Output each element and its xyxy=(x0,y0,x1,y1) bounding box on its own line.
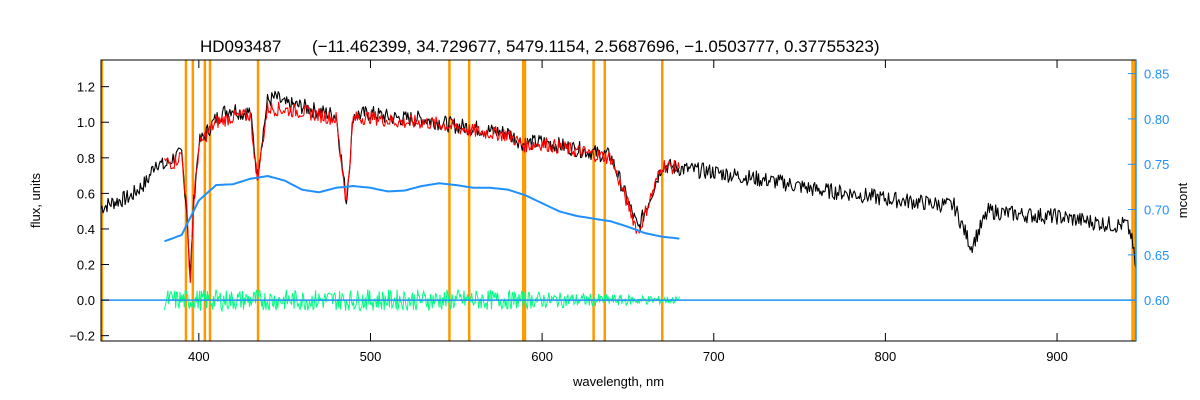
continuum-line xyxy=(164,175,680,243)
x-axis-title: wavelength, nm xyxy=(572,374,664,389)
y-tick-label-0: −0.2 xyxy=(69,329,95,344)
chart-title-params: (−11.462399, 34.729677, 5479.1154, 2.568… xyxy=(312,37,880,56)
y-tick-label-1: 0.0 xyxy=(77,293,95,308)
y-right-tick-label-0: 0.60 xyxy=(1144,293,1169,308)
x-tick-label-5: 900 xyxy=(1046,349,1068,364)
model-spectrum-line xyxy=(164,101,680,284)
x-tick-label-0: 400 xyxy=(188,349,210,364)
y-tick-label-5: 0.8 xyxy=(77,151,95,166)
ticks-group: 400 500 600 700 800 900 −0.2 0.0 0.2 0.4 0.6 0.8 1.0… xyxy=(69,60,1169,364)
y-right-tick-label-1: 0.65 xyxy=(1144,248,1169,263)
y-tick-label-4: 0.6 xyxy=(77,186,95,201)
y-axis-title: flux, units xyxy=(28,173,43,228)
y-right-tick-label-3: 0.75 xyxy=(1144,157,1169,172)
residual-line xyxy=(164,288,680,313)
axes-group xyxy=(100,59,1137,342)
y-axis-right-title: mcont xyxy=(1175,182,1190,218)
y-right-tick-label-4: 0.80 xyxy=(1144,112,1169,127)
y-tick-label-7: 1.2 xyxy=(77,80,95,95)
y-right-tick-label-2: 0.70 xyxy=(1144,203,1169,218)
y-right-tick-label-5: 0.85 xyxy=(1144,67,1169,82)
x-tick-label-4: 800 xyxy=(875,349,897,364)
observed-spectrum-line xyxy=(100,90,1137,277)
y-tick-label-3: 0.4 xyxy=(77,222,95,237)
x-tick-label-1: 500 xyxy=(360,349,382,364)
x-tick-label-3: 700 xyxy=(703,349,725,364)
y-tick-label-6: 1.0 xyxy=(77,115,95,130)
x-tick-label-2: 600 xyxy=(531,349,553,364)
masked-lines-group xyxy=(100,60,1137,341)
series-group xyxy=(100,90,1137,313)
chart-title-object: HD093487 xyxy=(200,37,281,56)
y-tick-label-2: 0.2 xyxy=(77,258,95,273)
